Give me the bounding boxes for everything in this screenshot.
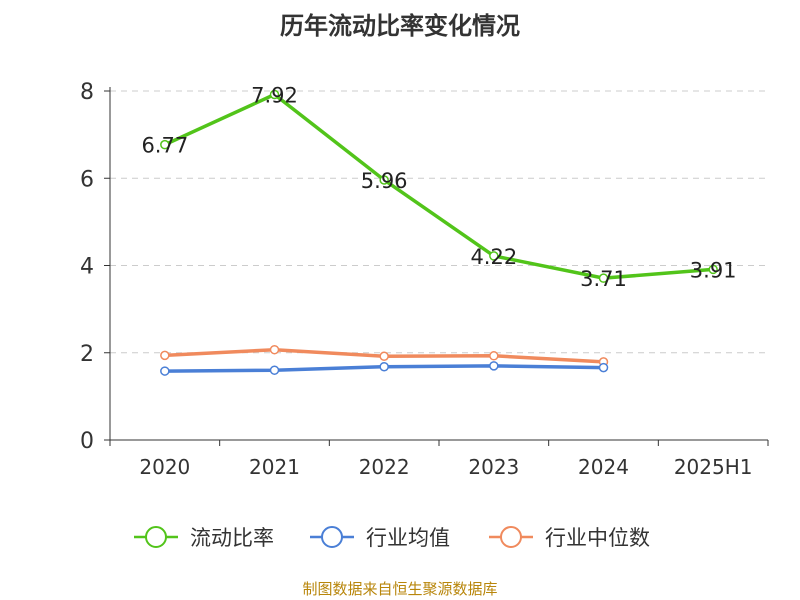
data-label: 4.22 (470, 245, 517, 269)
data-label: 3.91 (690, 258, 737, 282)
data-point (379, 175, 389, 185)
legend-marker (145, 526, 167, 548)
data-source-note: 制图数据来自恒生聚源数据库 (302, 580, 498, 598)
axes: 0 2 4 6 8 2020 2021 2022 2023 2024 2025H1 (80, 80, 769, 479)
series-line (164, 92, 714, 280)
grid-lines (110, 90, 768, 354)
data-point (269, 365, 280, 375)
data-point (269, 89, 280, 100)
y-tick-label: 6 (80, 167, 94, 192)
legend-label: 流动比率 (190, 526, 274, 550)
legend-label: 行业均值 (366, 526, 450, 550)
y-tick-label: 4 (80, 255, 94, 280)
x-tick-label: 2025H1 (674, 455, 753, 479)
legend-item: 流动比率 (134, 526, 274, 550)
legend-label: 行业中位数 (545, 526, 650, 550)
x-tick-label: 2021 (249, 455, 300, 479)
y-tick-label: 2 (80, 342, 94, 367)
chart-title: 历年流动比率变化情况 (280, 12, 520, 40)
legend: 流动比率 行业均值 行业中位数 (134, 526, 650, 550)
data-label: 6.77 (141, 134, 188, 158)
data-label: 3.71 (580, 267, 627, 291)
x-tick-label: 2022 (359, 455, 410, 479)
data-label: 5.96 (361, 169, 408, 193)
series-lines (160, 89, 718, 376)
data-label: 7.92 (251, 83, 298, 107)
legend-marker (500, 526, 522, 548)
data-point (160, 139, 170, 150)
data-point (160, 366, 170, 376)
legend-item: 行业均值 (310, 526, 450, 550)
data-point (379, 361, 389, 372)
data-point (160, 350, 170, 361)
x-tick-label: 2023 (468, 455, 519, 479)
data-point (708, 264, 718, 275)
y-tick-label: 0 (80, 429, 94, 454)
legend-marker (321, 526, 343, 548)
data-point (489, 351, 499, 361)
data-point (489, 361, 499, 371)
data-point (598, 273, 609, 283)
data-point (269, 344, 280, 355)
data-point (598, 362, 609, 373)
legend-item: 行业中位数 (489, 526, 650, 550)
x-tick-label: 2020 (139, 455, 190, 479)
data-point (379, 351, 389, 361)
data-labels: 6.77 7.92 5.96 4.22 3.71 3.91 (141, 83, 736, 291)
x-tick-label: 2024 (578, 455, 629, 479)
data-point (489, 251, 499, 261)
y-tick-label: 8 (80, 80, 94, 105)
